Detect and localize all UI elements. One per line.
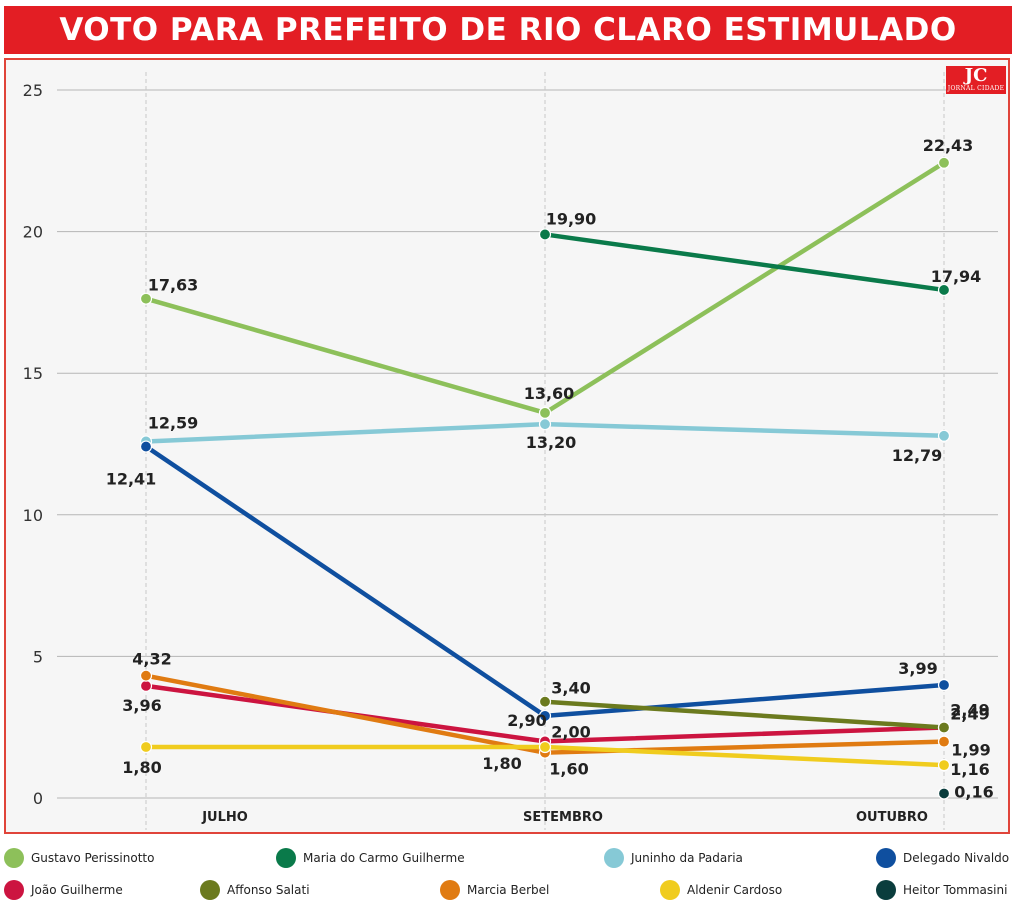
y-tick-label: 15 bbox=[23, 364, 43, 383]
legend-label: Juninho da Padaria bbox=[631, 851, 743, 865]
data-label: 2,00 bbox=[551, 722, 590, 741]
data-label: 1,80 bbox=[482, 754, 521, 773]
data-point bbox=[937, 283, 951, 297]
legend-item: João Guilherme bbox=[4, 880, 123, 900]
data-point bbox=[937, 787, 951, 800]
jornal-cidade-logo: JC JORNAL CIDADE bbox=[946, 66, 1006, 94]
legend-swatch bbox=[440, 880, 460, 900]
data-label: 13,60 bbox=[524, 384, 575, 403]
data-label: 2,90 bbox=[507, 711, 546, 730]
legend-item: Maria do Carmo Guilherme bbox=[276, 848, 465, 868]
data-point bbox=[139, 740, 153, 754]
data-label: 1,16 bbox=[950, 760, 989, 779]
data-label: 1,99 bbox=[951, 741, 990, 760]
x-tick-label: JULHO bbox=[201, 810, 248, 825]
data-point bbox=[937, 759, 951, 772]
legend-label: Delegado Nivaldo bbox=[903, 851, 1010, 865]
data-label: 12,79 bbox=[892, 446, 943, 465]
data-label: 12,59 bbox=[148, 413, 199, 432]
data-label: 1,80 bbox=[122, 758, 161, 777]
x-tick-label: OUTUBRO bbox=[856, 810, 928, 825]
data-label: 13,20 bbox=[526, 433, 577, 452]
legend-label: Aldenir Cardoso bbox=[687, 883, 783, 897]
legend-swatch bbox=[4, 848, 24, 868]
data-label: 4,32 bbox=[132, 650, 171, 669]
legend-swatch bbox=[200, 880, 220, 900]
legend-item: Heitor Tommasini bbox=[876, 880, 1007, 900]
legend-label: Maria do Carmo Guilherme bbox=[303, 851, 465, 865]
data-point bbox=[538, 418, 552, 431]
legend-item: Aldenir Cardoso bbox=[660, 880, 782, 900]
legend-swatch bbox=[660, 880, 680, 900]
data-point bbox=[538, 740, 552, 754]
data-point bbox=[937, 721, 951, 734]
x-tick-label: SETEMBRO bbox=[523, 810, 603, 825]
data-point bbox=[937, 678, 951, 692]
series-line-5 bbox=[542, 699, 947, 730]
data-point bbox=[139, 669, 153, 682]
logo-subtext: JORNAL CIDADE bbox=[947, 85, 1005, 92]
data-label: 17,63 bbox=[148, 276, 199, 295]
data-label: 17,94 bbox=[931, 267, 982, 286]
data-label: 3,99 bbox=[898, 659, 937, 678]
data-label: 2,49 bbox=[950, 704, 989, 723]
data-point bbox=[139, 440, 153, 453]
y-tick-label: 25 bbox=[23, 81, 43, 100]
legend-item: Juninho da Padaria bbox=[604, 848, 743, 868]
legend-label: João Guilherme bbox=[31, 883, 123, 897]
legend-label: Affonso Salati bbox=[227, 883, 310, 897]
chart-frame bbox=[4, 58, 1010, 834]
chart-legend: Gustavo Perissinotto Maria do Carmo Guilh… bbox=[0, 842, 1024, 912]
data-label: 19,90 bbox=[546, 209, 597, 228]
legend-swatch bbox=[876, 848, 896, 868]
data-point bbox=[538, 695, 552, 708]
data-point bbox=[139, 679, 153, 692]
data-point bbox=[139, 292, 153, 305]
data-label: 3,96 bbox=[122, 696, 161, 715]
y-tick-label: 5 bbox=[33, 647, 43, 666]
data-label: 1,60 bbox=[549, 760, 588, 779]
chart-title-bar: VOTO PARA PREFEITO DE RIO CLARO ESTIMULA… bbox=[4, 6, 1012, 54]
legend-label: Marcia Berbel bbox=[467, 883, 550, 897]
data-point bbox=[538, 228, 552, 241]
legend-item: Affonso Salati bbox=[200, 880, 310, 900]
data-label: 22,43 bbox=[923, 136, 974, 155]
legend-item: Gustavo Perissinotto bbox=[4, 848, 154, 868]
legend-item: Delegado Nivaldo bbox=[876, 848, 1009, 868]
data-point bbox=[937, 156, 951, 169]
legend-item: Marcia Berbel bbox=[440, 880, 549, 900]
data-point bbox=[937, 429, 951, 442]
legend-label: Gustavo Perissinotto bbox=[31, 851, 155, 865]
legend-swatch bbox=[276, 848, 296, 868]
data-point bbox=[538, 406, 552, 419]
y-tick-label: 20 bbox=[23, 223, 43, 242]
data-point bbox=[937, 735, 951, 748]
y-tick-label: 0 bbox=[33, 789, 43, 808]
chart-title: VOTO PARA PREFEITO DE RIO CLARO ESTIMULA… bbox=[59, 12, 957, 48]
data-label: 3,40 bbox=[551, 679, 590, 698]
data-label: 0,16 bbox=[954, 782, 993, 801]
series-line-1 bbox=[542, 232, 947, 293]
legend-swatch bbox=[4, 880, 24, 900]
y-tick-label: 10 bbox=[23, 506, 43, 525]
data-label: 12,41 bbox=[106, 470, 157, 489]
logo-text: JC bbox=[964, 65, 988, 86]
data-point bbox=[538, 709, 552, 722]
legend-label: Heitor Tommasini bbox=[903, 883, 1008, 897]
legend-swatch bbox=[876, 880, 896, 900]
legend-swatch bbox=[604, 848, 624, 868]
data-label: 2,49 bbox=[950, 700, 989, 719]
